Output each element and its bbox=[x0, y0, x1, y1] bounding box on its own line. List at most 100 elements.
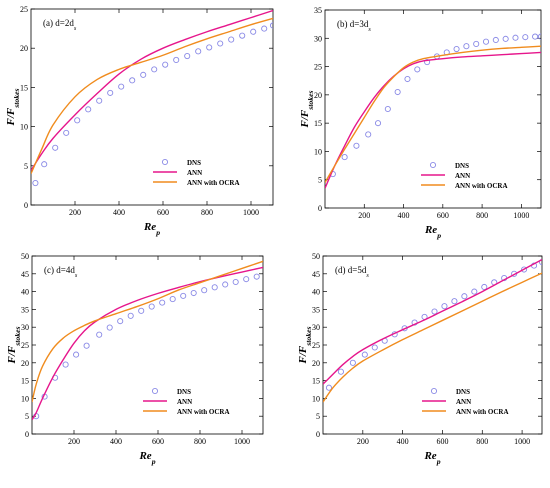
dns-marker bbox=[424, 58, 431, 66]
chart-panel: 200 400 600 800 1000 0 5 10 15 20 25 Rep F/Fstokes (a… bbox=[5, 5, 274, 237]
legend-label: ANN with OCRA bbox=[187, 179, 240, 187]
y-axis-label: F/Fstokes bbox=[297, 327, 313, 365]
y-tick-label: 10 bbox=[21, 394, 29, 403]
dns-marker bbox=[361, 351, 368, 358]
dns-marker bbox=[184, 52, 191, 60]
legend-label: ANN with OCRA bbox=[177, 408, 230, 416]
y-tick-label: 10 bbox=[314, 147, 322, 156]
dns-marker bbox=[482, 38, 490, 45]
dns-marker bbox=[337, 368, 344, 375]
dns-marker bbox=[63, 129, 70, 136]
dns-marker bbox=[195, 48, 202, 55]
legend-marker-dns bbox=[430, 387, 438, 395]
dns-marker bbox=[538, 259, 542, 266]
dns-marker bbox=[394, 88, 401, 96]
dns-marker bbox=[371, 344, 378, 351]
dns-marker bbox=[107, 89, 114, 96]
dns-marker bbox=[190, 289, 197, 297]
legend: DNS ANN ANN with OCRA bbox=[422, 387, 509, 416]
legend-label: DNS bbox=[455, 162, 469, 170]
y-tick-label: 0 bbox=[24, 201, 28, 210]
dns-marker bbox=[492, 36, 499, 44]
y-tick-label: 5 bbox=[316, 412, 320, 421]
y-tick-label: 0 bbox=[316, 430, 320, 439]
chart-panel: 200 400 600 800 1000 0 5 10 15 20 25 30 35 40 45 50 Rep F… bbox=[297, 252, 543, 466]
dns-marker bbox=[250, 28, 257, 35]
dns-marker bbox=[106, 324, 113, 331]
dns-marker bbox=[151, 66, 158, 73]
x-tick-label: 1000 bbox=[514, 437, 530, 446]
dns-marker bbox=[201, 287, 208, 294]
y-tick-label: 20 bbox=[21, 359, 29, 368]
y-tick-label: 45 bbox=[312, 270, 320, 279]
dns-marker bbox=[228, 36, 235, 43]
x-tick-label: 400 bbox=[398, 211, 410, 220]
y-tick-label: 15 bbox=[21, 377, 29, 386]
ann-ocra-line bbox=[32, 260, 263, 403]
chart-panel: 200 400 600 800 1000 0 5 10 15 20 25 30 35 40 45 50 Rep F… bbox=[6, 252, 264, 466]
dns-marker bbox=[521, 266, 528, 273]
dns-marker bbox=[471, 288, 478, 295]
legend-label: ANN bbox=[177, 398, 192, 406]
x-tick-label: 400 bbox=[110, 437, 122, 446]
plot-frame bbox=[324, 9, 542, 209]
dns-marker bbox=[217, 40, 224, 47]
x-tick-label: 800 bbox=[201, 208, 213, 217]
legend-marker-dns bbox=[429, 161, 437, 169]
x-tick-label: 400 bbox=[397, 437, 409, 446]
x-tick-label: 400 bbox=[113, 208, 125, 217]
dns-marker bbox=[140, 71, 147, 78]
x-tick-label: 200 bbox=[69, 208, 81, 217]
x-axis-label: Rep bbox=[138, 450, 155, 466]
y-axis-label: F/Fstokes bbox=[299, 91, 315, 129]
legend-label: DNS bbox=[177, 388, 191, 396]
dns-marker bbox=[96, 331, 103, 338]
y-tick-label: 0 bbox=[318, 204, 322, 213]
ann-ocra-line bbox=[323, 272, 542, 403]
dns-marker bbox=[62, 361, 69, 368]
y-axis-label: F/Fstokes bbox=[5, 89, 21, 127]
dns-marker bbox=[451, 298, 458, 305]
plot-frame bbox=[30, 8, 274, 206]
dns-marker bbox=[473, 40, 480, 47]
dns-marker bbox=[73, 351, 80, 358]
dns-marker bbox=[341, 154, 348, 161]
x-axis-label: Rep bbox=[143, 221, 160, 237]
y-tick-label: 10 bbox=[20, 123, 28, 132]
y-tick-label: 35 bbox=[312, 305, 320, 314]
y-tick-label: 15 bbox=[312, 377, 320, 386]
dns-marker bbox=[129, 77, 136, 84]
dns-marker bbox=[117, 318, 124, 325]
panel-label: (b) d=3ds bbox=[337, 19, 371, 33]
x-tick-label: 1000 bbox=[513, 211, 529, 220]
dns-marker bbox=[365, 131, 372, 138]
dns-marker bbox=[118, 83, 125, 90]
legend: DNS ANN ANN with OCRA bbox=[153, 158, 240, 187]
x-tick-label: 600 bbox=[437, 211, 449, 220]
dns-marker bbox=[325, 384, 333, 391]
dns-marker bbox=[239, 32, 246, 39]
y-tick-label: 5 bbox=[25, 412, 29, 421]
dns-marker bbox=[180, 292, 187, 299]
dns-marker bbox=[222, 281, 229, 288]
x-tick-label: 200 bbox=[357, 437, 369, 446]
x-tick-label: 200 bbox=[68, 437, 80, 446]
y-tick-label: 35 bbox=[21, 305, 29, 314]
plot-area bbox=[32, 260, 263, 421]
dns-marker bbox=[522, 34, 529, 41]
chart-panel: 200 400 600 800 1000 0 5 10 15 20 25 30 35 Rep F/Fstok… bbox=[299, 6, 542, 240]
plot-frame bbox=[322, 255, 543, 435]
dns-marker bbox=[206, 44, 213, 51]
y-tick-label: 45 bbox=[21, 270, 29, 279]
dns-marker bbox=[404, 75, 411, 83]
x-axis-label: Rep bbox=[424, 224, 441, 240]
x-tick-label: 600 bbox=[157, 208, 169, 217]
dns-marker bbox=[384, 105, 391, 113]
y-tick-label: 50 bbox=[21, 252, 29, 261]
legend: DNS ANN ANN with OCRA bbox=[421, 161, 508, 190]
y-tick-label: 25 bbox=[314, 63, 322, 72]
legend-label: DNS bbox=[187, 159, 201, 167]
plot-area bbox=[323, 258, 542, 403]
y-tick-label: 40 bbox=[312, 288, 320, 297]
